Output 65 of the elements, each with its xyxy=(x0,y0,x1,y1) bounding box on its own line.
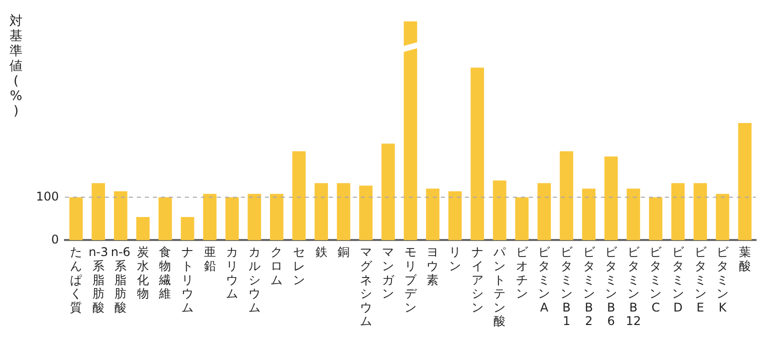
bar xyxy=(604,156,618,240)
x-tick-label: クロム xyxy=(270,245,283,287)
x-tick-label: ビオチン xyxy=(516,245,529,301)
x-tick-label: ビタミンK xyxy=(716,245,730,314)
bar xyxy=(694,183,707,240)
x-tick-label: 鉄 xyxy=(315,245,328,260)
bar xyxy=(69,197,83,240)
bar xyxy=(314,183,328,240)
bar xyxy=(270,194,284,240)
x-tick-label: ヨウ素 xyxy=(426,245,439,287)
x-tick-label: リン xyxy=(449,245,462,274)
x-tick-label: パントテン酸 xyxy=(492,245,507,328)
x-tick-label: 葉酸 xyxy=(738,245,751,274)
x-tick-label: カルシウム xyxy=(248,245,260,314)
x-tick-label: たんぱく質 xyxy=(70,245,82,314)
bar xyxy=(448,191,462,240)
x-tick-label: ビタミンB12 xyxy=(626,245,642,328)
bar xyxy=(738,122,752,240)
y-axis-title: 対基準値(%) xyxy=(8,14,24,119)
x-tick-label: カリウム xyxy=(226,245,238,301)
x-tick-label: モリブデン xyxy=(404,245,418,314)
bar xyxy=(92,183,106,240)
x-tick-label: マグネシウム xyxy=(360,245,373,328)
x-tick-label: 銅 xyxy=(338,245,350,260)
bar xyxy=(114,191,128,240)
bar xyxy=(515,197,529,240)
bar xyxy=(404,21,418,240)
bar xyxy=(136,217,150,240)
bar xyxy=(582,188,596,240)
x-tick-label: ビタミンD xyxy=(672,245,685,314)
bar xyxy=(180,217,194,240)
x-tick-label: n-3系脂肪酸 xyxy=(88,245,108,314)
x-tick-label: 炭水化物 xyxy=(136,245,149,301)
x-tick-label: セレン xyxy=(292,245,305,287)
x-tick-label: ビタミンC xyxy=(650,245,663,314)
bar xyxy=(359,186,373,240)
x-tick-label: ナイアシン xyxy=(471,245,484,314)
x-tick-label: ビタミンE xyxy=(694,245,708,314)
bar xyxy=(626,188,640,240)
bar xyxy=(648,197,662,240)
bar xyxy=(426,188,440,240)
bar xyxy=(671,183,685,240)
x-tick-label: 食物繊維 xyxy=(158,245,172,301)
bar xyxy=(560,151,574,240)
y-tick-label: 100 xyxy=(36,189,59,204)
bar xyxy=(248,194,262,240)
bar xyxy=(538,183,551,240)
bar xyxy=(292,151,306,240)
bar xyxy=(381,144,395,240)
bar xyxy=(492,180,506,240)
x-tick-label: ビタミンB1 xyxy=(560,245,574,328)
x-tick-label: ナトリウム xyxy=(182,245,194,314)
y-tick-label: 0 xyxy=(51,232,59,246)
x-tick-label: n-6系脂肪酸 xyxy=(110,245,130,314)
x-tick-label: ビタミンA xyxy=(538,245,552,314)
x-tick-label: マンガン xyxy=(382,245,396,301)
x-tick-label: 亜鉛 xyxy=(204,245,216,274)
bar xyxy=(470,68,484,240)
x-tick-label: ビタミンB2 xyxy=(582,245,596,328)
bar xyxy=(225,197,239,240)
bar xyxy=(203,194,216,240)
bar xyxy=(716,194,730,240)
x-tick-label: ビタミンB6 xyxy=(605,245,618,328)
bar xyxy=(336,183,350,240)
bar xyxy=(158,197,172,240)
